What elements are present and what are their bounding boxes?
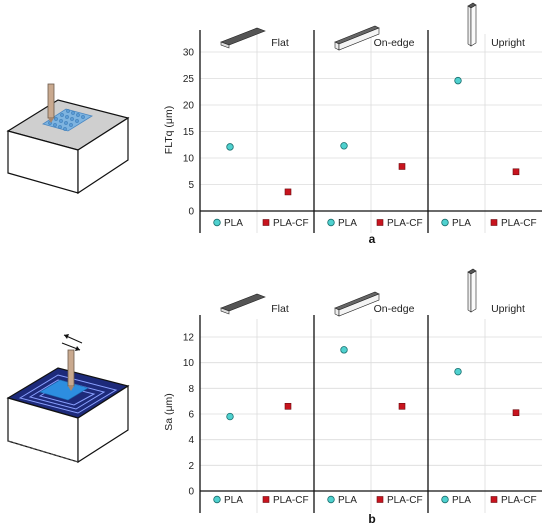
orientation-label: On-edge	[374, 37, 415, 49]
panel-b-y-axis-label: Sa (μm)	[163, 393, 175, 431]
data-point-pla	[454, 367, 462, 376]
orientation-label: On-edge	[374, 303, 415, 315]
orientation-bar-icon	[220, 293, 266, 315]
probe-block-illustration-b	[6, 334, 130, 464]
data-point-pla-cf	[284, 402, 292, 410]
data-point-pla-cf	[512, 168, 520, 176]
panel-a-marks	[226, 76, 520, 196]
data-point-pla-cf	[398, 402, 406, 410]
data-point-pla	[340, 346, 348, 354]
orientation-bar-icon	[467, 268, 477, 313]
data-point-pla-cf	[284, 188, 292, 196]
y-tick-label: 2	[188, 461, 194, 472]
orientation-label: Flat	[271, 303, 289, 315]
legend-marker-pla	[441, 495, 449, 504]
y-tick-label: 20	[183, 101, 195, 112]
legend-label-pla-cf: PLA-CF	[273, 218, 309, 229]
panel-a-y-axis-label: FLTq (μm)	[163, 106, 175, 154]
data-point-pla	[226, 412, 234, 421]
data-point-pla-cf	[512, 409, 520, 417]
panel-a-letter: a	[369, 232, 376, 246]
panel-b-letter: b	[368, 512, 375, 526]
data-point-pla-cf	[398, 163, 406, 170]
y-tick-label: 0	[188, 487, 194, 498]
y-tick-label: 6	[188, 410, 194, 421]
y-tick-label: 12	[183, 333, 195, 344]
legend-marker-pla	[213, 218, 221, 227]
legend-marker-pla	[327, 218, 335, 227]
legend-marker-pla-cf	[376, 496, 384, 503]
data-point-pla	[340, 142, 348, 150]
orientation-label: Flat	[271, 37, 289, 49]
legend-marker-pla	[441, 218, 449, 227]
legend-label-pla: PLA	[338, 495, 357, 506]
orientation-label: Upright	[491, 37, 525, 49]
orientation-bar-icon	[334, 291, 380, 317]
legend-label-pla: PLA	[224, 495, 243, 506]
panel-b-gridlines	[199, 315, 542, 513]
legend-label-pla: PLA	[338, 218, 357, 229]
legend-marker-pla-cf	[262, 496, 270, 503]
data-point-pla	[454, 76, 462, 85]
y-tick-label: 10	[183, 358, 195, 369]
legend-label-pla-cf: PLA-CF	[387, 218, 423, 229]
legend-marker-pla-cf	[490, 219, 498, 226]
y-tick-label: 10	[183, 154, 195, 165]
y-tick-label: 4	[188, 435, 194, 446]
orientation-bar-icon	[467, 2, 477, 47]
panel-a-tick-labels: 0 5 10 15 20 25 30	[183, 48, 195, 218]
y-tick-label: 25	[183, 74, 195, 85]
panel-b-legend: PLA PLA-CF PLA PLA-CF PLA PLA-CF	[213, 495, 537, 506]
y-tick-label: 5	[188, 180, 194, 191]
legend-label-pla: PLA	[452, 495, 471, 506]
legend-label-pla-cf: PLA-CF	[273, 495, 309, 506]
legend-label-pla: PLA	[224, 218, 243, 229]
panel-b-orientation-headers: Flat On-edge Upright	[220, 268, 525, 317]
y-tick-label: 8	[188, 384, 194, 395]
legend-marker-pla-cf	[490, 496, 498, 503]
orientation-bar-icon	[220, 27, 266, 49]
legend-label-pla: PLA	[452, 218, 471, 229]
legend-label-pla-cf: PLA-CF	[387, 495, 423, 506]
legend-marker-pla	[327, 495, 335, 504]
panel-b-marks	[226, 346, 520, 421]
panel-a-chart: 0 5 10 15 20 25 30 Flat On-edge Upright PLA PLA-C…	[163, 2, 542, 246]
orientation-bar-icon	[334, 25, 380, 51]
orientation-label: Upright	[491, 303, 525, 315]
legend-label-pla-cf: PLA-CF	[501, 218, 537, 229]
panel-a-orientation-headers: Flat On-edge Upright	[220, 2, 525, 51]
panel-a-legend: PLA PLA-CF PLA PLA-CF PLA PLA-CF	[213, 218, 537, 229]
y-tick-label: 0	[188, 207, 194, 218]
probe-block-illustration-a	[6, 83, 130, 195]
legend-marker-pla-cf	[376, 219, 384, 226]
y-tick-label: 30	[183, 48, 195, 59]
panel-a-gridlines	[199, 30, 542, 233]
legend-marker-pla	[213, 495, 221, 504]
panel-b-tick-labels: 0 2 4 6 8 10 12	[183, 333, 195, 498]
legend-marker-pla-cf	[262, 219, 270, 226]
y-tick-label: 15	[183, 127, 195, 138]
legend-label-pla-cf: PLA-CF	[501, 495, 537, 506]
data-point-pla	[226, 143, 234, 151]
